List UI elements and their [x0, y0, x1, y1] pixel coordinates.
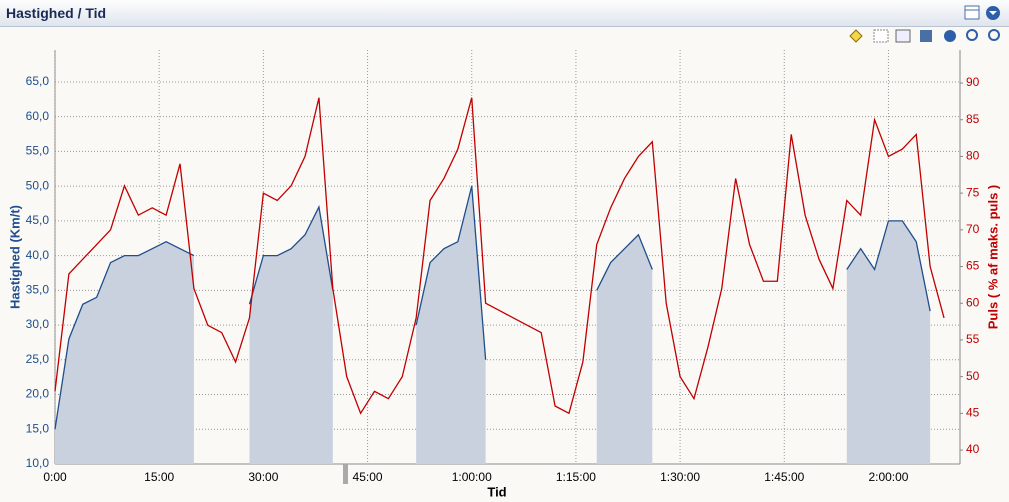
- speed-area: [249, 206, 333, 464]
- speed-line: [415, 185, 487, 360]
- pulse-line: [54, 97, 945, 415]
- speed-line: [846, 220, 931, 312]
- title-bar: Hastighed / Tid: [0, 0, 1009, 27]
- y-tick-label: 55,0: [26, 144, 50, 158]
- panel-title: Hastighed / Tid: [6, 5, 107, 21]
- scroll-handle[interactable]: [343, 464, 348, 484]
- y2-axis-label: Puls ( % af maks. puls ): [985, 185, 1000, 330]
- y-tick-label: 20,0: [26, 387, 50, 401]
- y2-tick-label: 50: [966, 369, 980, 383]
- speed-area: [416, 186, 486, 464]
- y2-tick-label: 40: [966, 442, 980, 456]
- speed-line: [54, 240, 195, 430]
- y-axis-label: Hastighed (Km/t): [7, 205, 22, 309]
- y-tick-label: 35,0: [26, 283, 50, 297]
- speed-line: [248, 204, 334, 305]
- x-tick-label: 1:30:00: [660, 470, 700, 484]
- x-axis-label: Tid: [487, 484, 506, 499]
- y2-tick-label: 60: [966, 295, 980, 309]
- speed-line: [596, 233, 653, 291]
- y-tick-label: 65,0: [26, 74, 50, 88]
- y-tick-label: 25,0: [26, 352, 50, 366]
- y2-tick-label: 65: [966, 259, 980, 273]
- toolbar[interactable]: [848, 28, 1008, 44]
- window-buttons[interactable]: [963, 4, 1003, 22]
- y-tick-label: 10,0: [26, 456, 50, 470]
- x-tick-label: 45:00: [353, 470, 383, 484]
- y2-tick-label: 55: [966, 332, 980, 346]
- y2-tick-label: 75: [966, 185, 980, 199]
- y2-tick-label: 70: [966, 222, 980, 236]
- speed-area: [596, 234, 653, 464]
- y-tick-label: 30,0: [26, 317, 50, 331]
- y-tick-label: 45,0: [26, 213, 50, 227]
- speed-area: [846, 220, 931, 464]
- x-tick-label: 2:00:00: [868, 470, 908, 484]
- x-tick-label: 0:00: [43, 470, 67, 484]
- x-tick-label: 30:00: [248, 470, 278, 484]
- y2-tick-label: 85: [966, 112, 980, 126]
- x-tick-label: 1:15:00: [556, 470, 596, 484]
- x-tick-label: 1:45:00: [764, 470, 804, 484]
- y-tick-label: 50,0: [26, 178, 50, 192]
- y2-tick-label: 45: [966, 406, 980, 420]
- y2-tick-label: 90: [966, 75, 980, 89]
- x-tick-label: 15:00: [144, 470, 174, 484]
- x-tick-label: 1:00:00: [452, 470, 492, 484]
- y-tick-label: 60,0: [26, 109, 50, 123]
- y-tick-label: 40,0: [26, 248, 50, 262]
- y2-tick-label: 80: [966, 149, 980, 163]
- y-tick-label: 15,0: [26, 421, 50, 435]
- speed-area: [55, 241, 194, 464]
